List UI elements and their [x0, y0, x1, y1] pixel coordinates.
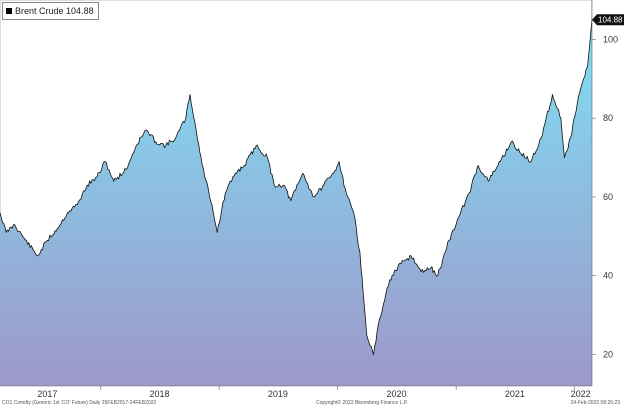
legend: Brent Crude 104.88: [2, 2, 99, 20]
last-value-badge: [592, 14, 624, 26]
footer-source: CO1 Comdty (Generic 1st 'CO' Future) Dai…: [2, 400, 157, 406]
y-tick-label: 20: [603, 349, 613, 359]
y-tick-label: 60: [603, 192, 613, 202]
footer-copyright: Copyright© 2022 Bloomberg Finance L.P.: [316, 400, 408, 406]
y-tick-label: 80: [603, 113, 613, 123]
legend-series-name: Brent Crude: [15, 6, 64, 16]
footer-timestamp: 24-Feb-2022 08:25:23: [570, 400, 620, 406]
legend-swatch-icon: [6, 8, 12, 14]
x-tick-label: 2018: [149, 389, 169, 399]
last-value-marker: 104.88: [592, 14, 624, 26]
x-tick-label: 2021: [505, 389, 525, 399]
series-area-brent-crude: [0, 19, 592, 386]
last-value-label: 104.88: [598, 16, 623, 25]
x-tick-label: 2022: [571, 389, 591, 399]
x-axis-ticks: 2017 2018 2019 2020 2021 2022: [37, 386, 591, 399]
legend-series-value: 104.88: [66, 6, 94, 16]
x-tick-label: 2020: [386, 389, 406, 399]
series-line-brent-crude: [0, 19, 593, 355]
y-axis-ticks: 20 40 60 80 100: [592, 34, 618, 359]
x-tick-label: 2019: [268, 389, 288, 399]
y-tick-label: 40: [603, 271, 613, 281]
y-tick-label: 100: [603, 34, 618, 44]
x-tick-label: 2017: [37, 389, 57, 399]
